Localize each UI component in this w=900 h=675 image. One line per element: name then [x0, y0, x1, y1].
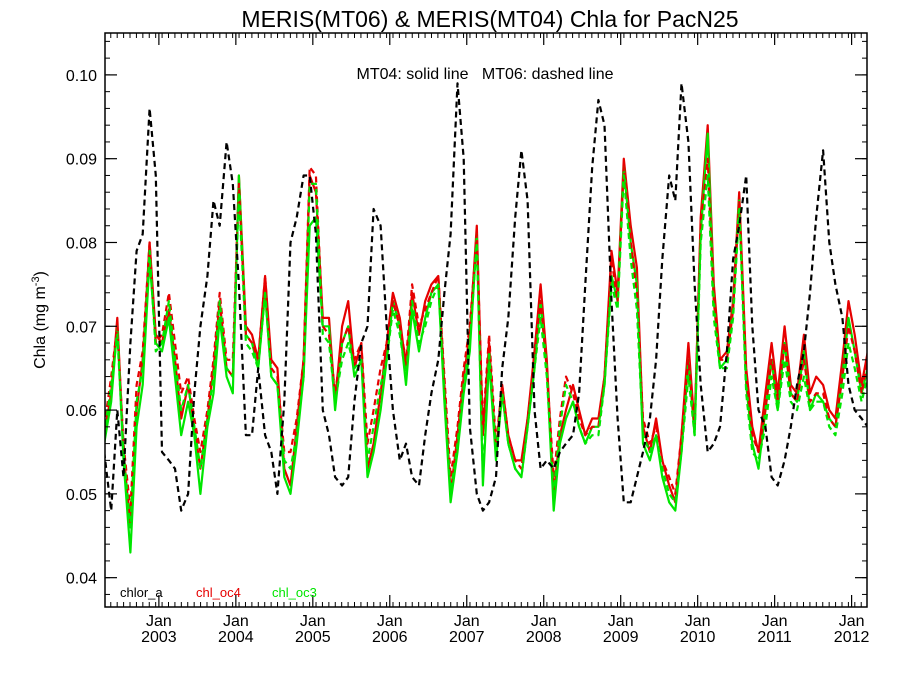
legend-entry-chl-oc3: chl_oc3	[272, 585, 317, 600]
y-axis-label: Chla (mg m-3)	[30, 271, 49, 369]
legend-entry-chl-oc4: chl_oc4	[196, 585, 241, 600]
x-tick-label-month: Jan	[531, 613, 557, 630]
y-tick-label: 0.10	[66, 68, 97, 85]
x-tick-label-year: 2010	[680, 629, 716, 646]
y-axis: 0.04 0.05 0.06 0.07 0.08 0.09 0.10	[66, 68, 867, 588]
series-line-chlor-a-dashed	[105, 82, 867, 512]
x-tick-label-year: 2008	[526, 629, 562, 646]
minor-ticks	[105, 33, 867, 607]
plot-frame	[104, 32, 868, 608]
legend: chlor_a chl_oc4 chl_oc3	[120, 585, 317, 600]
x-tick-label-month: Jan	[608, 613, 634, 630]
x-tick-label-year: 2005	[295, 629, 331, 646]
y-axis-label-superscript: -3	[30, 276, 42, 286]
y-tick-label: 0.09	[66, 152, 97, 169]
legend-entry-chlor-a: chlor_a	[120, 585, 163, 600]
y-tick-label: 0.05	[66, 487, 97, 504]
x-tick-label-month: Jan	[839, 613, 865, 630]
x-tick-label-month: Jan	[762, 613, 788, 630]
x-tick-label-month: Jan	[454, 613, 480, 630]
chart-title: MERIS(MT06) & MERIS(MT04) Chla for PacN2…	[241, 6, 738, 32]
x-axis: Jan2003Jan2004Jan2005Jan2006Jan2007Jan20…	[141, 33, 870, 646]
line-style-annotation: MT04: solid line MT06: dashed line	[356, 66, 613, 83]
y-tick-label: 0.07	[66, 319, 97, 336]
y-tick-label: 0.08	[66, 235, 97, 252]
x-tick-label-month: Jan	[300, 613, 326, 630]
x-tick-label-year: 2012	[834, 629, 870, 646]
x-tick-label-month: Jan	[223, 613, 249, 630]
x-tick-label-year: 2009	[603, 629, 639, 646]
x-tick-label-year: 2006	[372, 629, 408, 646]
x-tick-label-year: 2007	[449, 629, 485, 646]
x-tick-label-month: Jan	[377, 613, 403, 630]
x-tick-label-year: 2011	[757, 629, 792, 646]
series-layer	[105, 82, 867, 554]
y-tick-label: 0.04	[66, 571, 97, 588]
y-axis-label-main: Chla (mg m	[32, 286, 49, 369]
x-tick-label-month: Jan	[146, 613, 172, 630]
x-tick-label-year: 2004	[218, 629, 254, 646]
series-line-chl-oc3-dashed	[105, 174, 867, 529]
x-tick-label-year: 2003	[141, 629, 177, 646]
x-tick-label-month: Jan	[685, 613, 711, 630]
series-line-chl-oc4-dashed	[105, 157, 867, 512]
y-axis-label-close: )	[32, 271, 49, 276]
y-tick-label: 0.06	[66, 403, 97, 420]
